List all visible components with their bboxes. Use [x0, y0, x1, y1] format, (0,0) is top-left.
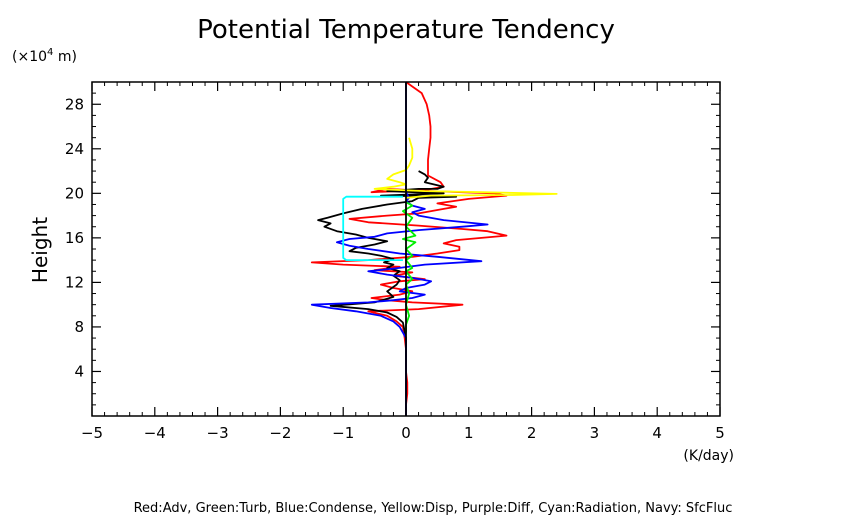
series-line-2 — [310, 82, 489, 416]
x-tick-label: 5 — [715, 424, 725, 442]
x-tick-label: −4 — [144, 424, 166, 442]
y-units-prefix: (×10 — [12, 49, 47, 65]
y-units-exp: 4 — [47, 47, 53, 58]
y-tick-label: 12 — [65, 273, 84, 291]
y-axis-label: Height — [28, 217, 52, 283]
x-tick-label: 2 — [527, 424, 537, 442]
y-tick-label: 16 — [65, 229, 84, 247]
series-line-5 — [342, 195, 403, 262]
y-units-label: (×104 m) — [12, 47, 77, 65]
x-tick-label: −1 — [332, 424, 354, 442]
chart-title: Potential Temperature Tendency — [197, 15, 615, 45]
x-tick-label: −3 — [207, 424, 229, 442]
x-tick-label: 4 — [652, 424, 662, 442]
y-units-suffix: m) — [53, 49, 77, 65]
x-units-label: (K/day) — [683, 448, 734, 464]
series-layer — [310, 81, 558, 416]
x-tick-label: −5 — [81, 424, 103, 442]
series-line-1 — [317, 170, 458, 361]
y-tick-label: 24 — [65, 140, 84, 158]
y-tick-label: 4 — [74, 362, 84, 380]
x-tick-label: −2 — [269, 424, 291, 442]
caption: Red:Adv, Green:Turb, Blue:Condense, Yell… — [134, 501, 733, 516]
y-tick-label: 8 — [74, 318, 84, 336]
y-tick-label: 20 — [65, 184, 84, 202]
plot-frame — [91, 81, 721, 417]
x-tick-label: 3 — [590, 424, 600, 442]
x-tick-label: 1 — [464, 424, 474, 442]
x-tick-label: 0 — [401, 424, 411, 442]
y-tick-label: 28 — [65, 95, 84, 113]
series-line-0 — [310, 81, 508, 416]
